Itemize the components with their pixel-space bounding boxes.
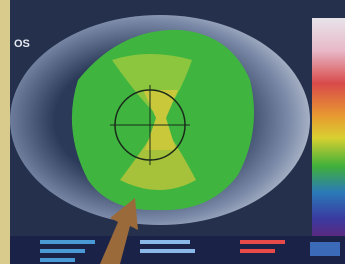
- status-text-line: [240, 249, 275, 253]
- eye-label: OS: [14, 38, 30, 50]
- status-text-line: [140, 240, 190, 244]
- status-text-line: [40, 249, 85, 253]
- status-text-line: [140, 249, 195, 253]
- status-text-line: [40, 258, 75, 262]
- color-scale: [312, 18, 345, 236]
- status-text-line: [240, 240, 285, 244]
- status-text-line: [40, 240, 95, 244]
- status-logo: [310, 242, 340, 256]
- screen-photo: OS: [0, 0, 345, 264]
